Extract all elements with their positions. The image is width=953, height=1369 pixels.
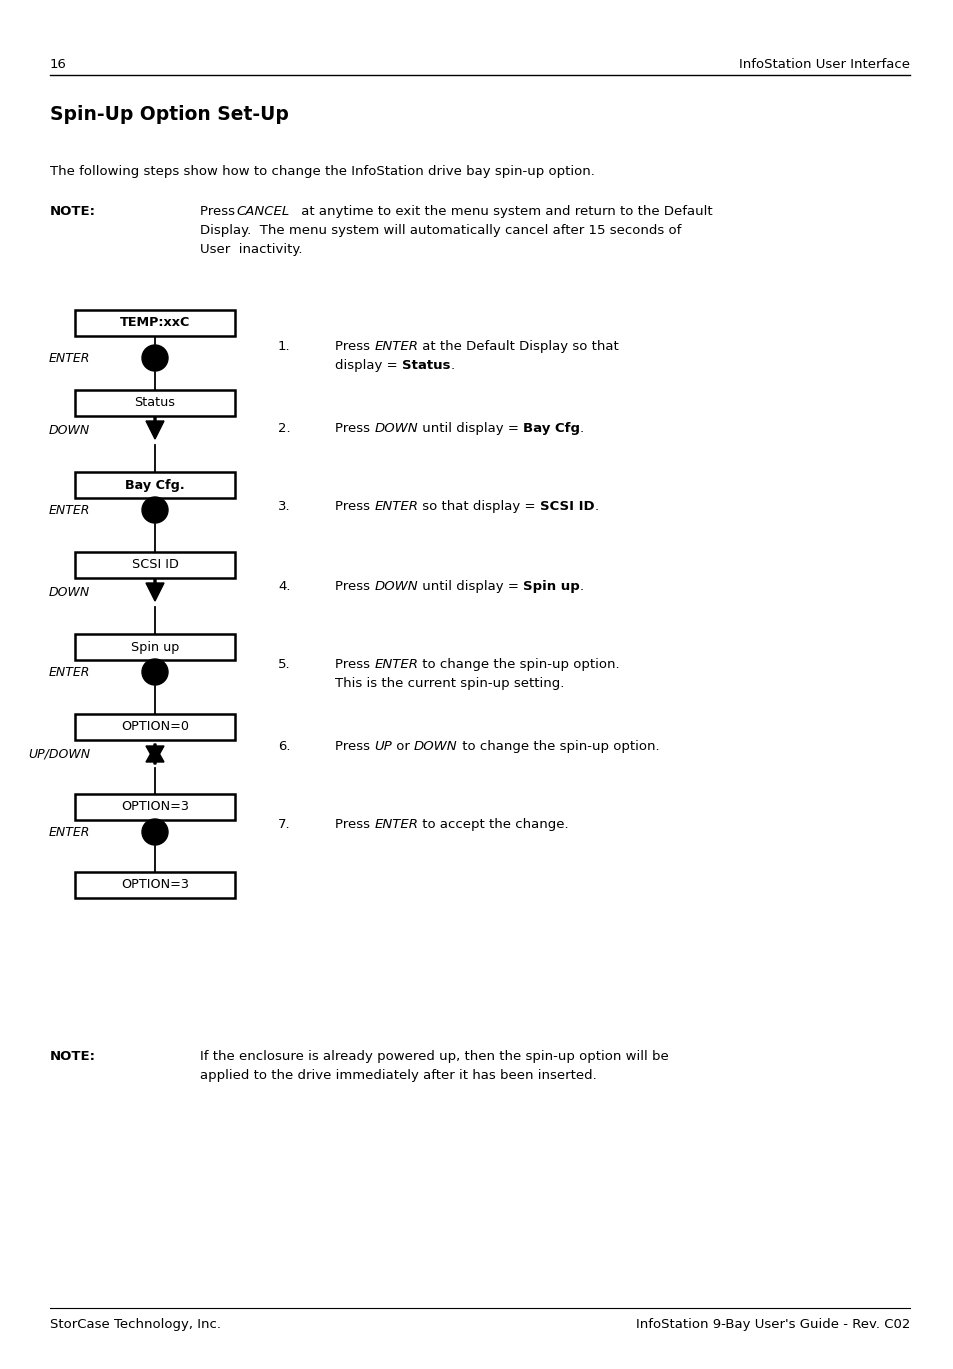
Text: UP/DOWN: UP/DOWN [28, 747, 90, 761]
Text: OPTION=3: OPTION=3 [121, 801, 189, 813]
Text: Press: Press [335, 819, 374, 831]
FancyArrow shape [146, 418, 164, 439]
Circle shape [142, 497, 168, 523]
Bar [75, 552, 234, 578]
Text: to accept the change.: to accept the change. [417, 819, 568, 831]
Text: SCSI ID: SCSI ID [132, 559, 178, 571]
Text: 2.: 2. [277, 422, 291, 435]
Text: OPTION=3: OPTION=3 [121, 879, 189, 891]
Text: Press: Press [335, 580, 374, 593]
Text: SCSI ID: SCSI ID [539, 500, 594, 513]
Bar [75, 472, 234, 498]
Text: Status: Status [401, 359, 450, 372]
Bar [75, 309, 234, 335]
FancyArrow shape [146, 579, 164, 601]
Text: 5.: 5. [277, 658, 291, 671]
Text: ENTER: ENTER [374, 819, 417, 831]
Text: or: or [392, 741, 414, 753]
Text: Press: Press [335, 741, 374, 753]
Text: 7.: 7. [277, 819, 291, 831]
Text: The following steps show how to change the InfoStation drive bay spin-up option.: The following steps show how to change t… [50, 166, 595, 178]
Text: Status: Status [134, 397, 175, 409]
Text: to change the spin-up option.: to change the spin-up option. [457, 741, 659, 753]
Text: 4.: 4. [277, 580, 291, 593]
Text: at anytime to exit the menu system and return to the Default: at anytime to exit the menu system and r… [296, 205, 712, 218]
Text: 16: 16 [50, 57, 67, 71]
Bar [75, 872, 234, 898]
Text: ENTER: ENTER [49, 504, 90, 516]
Text: Bay Cfg: Bay Cfg [522, 422, 579, 435]
Text: .: . [579, 580, 583, 593]
Text: ENTER: ENTER [374, 340, 417, 353]
Text: ENTER: ENTER [374, 658, 417, 671]
Text: ENTER: ENTER [49, 826, 90, 838]
Text: 1.: 1. [277, 340, 291, 353]
Text: display =: display = [335, 359, 401, 372]
FancyArrow shape [146, 746, 164, 764]
Text: User  inactivity.: User inactivity. [200, 244, 302, 256]
Text: InfoStation User Interface: InfoStation User Interface [739, 57, 909, 71]
Text: ENTER: ENTER [49, 665, 90, 679]
Text: .: . [594, 500, 598, 513]
Text: ENTER: ENTER [374, 500, 417, 513]
Text: Press: Press [200, 205, 239, 218]
Text: InfoStation 9-Bay User's Guide - Rev. C02: InfoStation 9-Bay User's Guide - Rev. C0… [635, 1318, 909, 1331]
Text: Press: Press [335, 500, 374, 513]
Text: at the Default Display so that: at the Default Display so that [417, 340, 618, 353]
Text: DOWN: DOWN [414, 741, 457, 753]
Text: .: . [450, 359, 454, 372]
Text: 6.: 6. [277, 741, 291, 753]
Circle shape [142, 819, 168, 845]
Text: DOWN: DOWN [49, 586, 90, 600]
Text: Spin up: Spin up [131, 641, 179, 653]
Text: CANCEL: CANCEL [235, 205, 289, 218]
Circle shape [142, 658, 168, 684]
Bar [75, 794, 234, 820]
Bar [75, 715, 234, 741]
Bar [75, 390, 234, 416]
Text: This is the current spin-up setting.: This is the current spin-up setting. [335, 678, 564, 690]
Text: UP: UP [374, 741, 392, 753]
Text: Spin-Up Option Set-Up: Spin-Up Option Set-Up [50, 105, 289, 125]
Text: Display.  The menu system will automatically cancel after 15 seconds of: Display. The menu system will automatica… [200, 225, 680, 237]
Text: to change the spin-up option.: to change the spin-up option. [417, 658, 619, 671]
Text: ENTER: ENTER [49, 352, 90, 364]
Text: Bay Cfg.: Bay Cfg. [125, 479, 185, 491]
Text: Press: Press [335, 658, 374, 671]
Text: until display =: until display = [417, 422, 522, 435]
Text: Press: Press [335, 422, 374, 435]
Text: so that display =: so that display = [417, 500, 539, 513]
Text: TEMP:xxC: TEMP:xxC [120, 316, 190, 330]
Text: Spin up: Spin up [522, 580, 579, 593]
Text: .: . [579, 422, 583, 435]
Text: OPTION=0: OPTION=0 [121, 720, 189, 734]
Text: Press: Press [335, 340, 374, 353]
Text: DOWN: DOWN [374, 422, 417, 435]
Text: DOWN: DOWN [374, 580, 417, 593]
Text: 3.: 3. [277, 500, 291, 513]
FancyArrow shape [146, 743, 164, 763]
Bar [75, 634, 234, 660]
Text: NOTE:: NOTE: [50, 205, 96, 218]
Circle shape [142, 345, 168, 371]
Text: until display =: until display = [417, 580, 522, 593]
Text: applied to the drive immediately after it has been inserted.: applied to the drive immediately after i… [200, 1069, 597, 1082]
Text: If the enclosure is already powered up, then the spin-up option will be: If the enclosure is already powered up, … [200, 1050, 668, 1062]
Text: StorCase Technology, Inc.: StorCase Technology, Inc. [50, 1318, 221, 1331]
Text: DOWN: DOWN [49, 424, 90, 438]
Text: NOTE:: NOTE: [50, 1050, 96, 1062]
